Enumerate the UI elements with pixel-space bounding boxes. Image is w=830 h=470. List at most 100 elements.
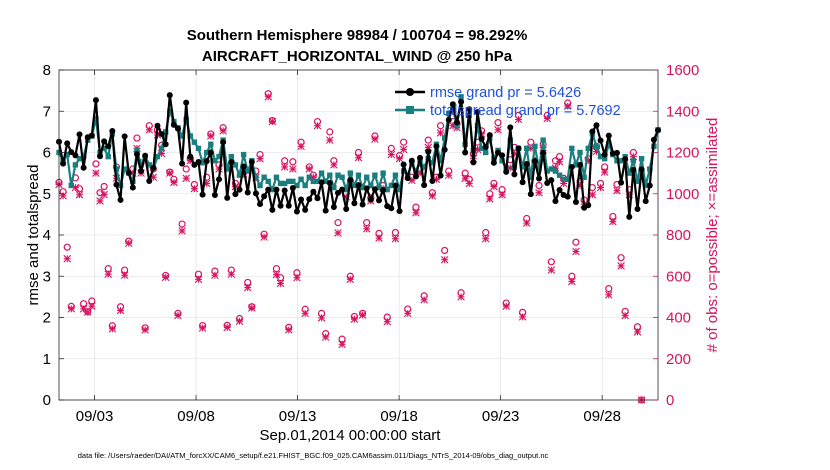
rmse-point xyxy=(318,179,325,186)
rmse-point xyxy=(150,164,157,171)
rmse-point xyxy=(577,161,584,168)
rmse-point xyxy=(622,156,629,163)
totalspread-point xyxy=(569,145,575,152)
totalspread-point xyxy=(138,162,144,168)
totalspread-point xyxy=(384,186,390,193)
obs-assimilated-point xyxy=(256,154,264,163)
rmse-point xyxy=(314,195,321,202)
totalspread-point xyxy=(458,94,464,100)
totalspread-point xyxy=(446,110,452,117)
rmse-point xyxy=(170,121,177,128)
totalspread-point xyxy=(68,182,75,189)
obs-assimilated-point xyxy=(120,271,129,280)
totalspread-point xyxy=(199,160,206,166)
totalspread-point xyxy=(212,158,218,164)
rmse-point xyxy=(195,158,202,165)
obs-assimilated-point xyxy=(75,190,84,199)
obs-possible-point xyxy=(572,238,580,246)
totalspread-point xyxy=(388,182,395,189)
obs-assimilated-point xyxy=(227,270,236,278)
rmse-point xyxy=(105,143,112,150)
obs-assimilated-point xyxy=(621,311,629,320)
rmse-point xyxy=(593,122,600,129)
totalspread-point xyxy=(105,153,111,160)
rmse-point xyxy=(478,135,485,142)
x-tick-label: 09/08 xyxy=(177,408,215,425)
obs-assimilated-point xyxy=(346,275,355,284)
rmse-point xyxy=(376,197,383,204)
rmse-point xyxy=(429,177,436,184)
x-axis: 09/03 09/08 09/13 09/18 09/23 09/28 xyxy=(76,70,621,425)
y-left-tick-label: 2 xyxy=(43,310,51,327)
rmse-point xyxy=(367,196,374,203)
rmse-point xyxy=(224,194,231,201)
totalspread-point xyxy=(298,176,304,183)
rmse-point xyxy=(117,196,124,203)
rmse-point xyxy=(158,130,165,137)
rmse-point xyxy=(211,191,218,198)
totalspread-point xyxy=(478,145,485,152)
totalspread-point xyxy=(556,172,563,178)
rmse-point xyxy=(252,190,259,197)
rmse-point xyxy=(470,159,477,166)
totalspread-point xyxy=(507,137,514,143)
totalspread-point xyxy=(327,172,333,178)
obs-possible-point xyxy=(63,243,71,251)
rmse-point xyxy=(466,106,473,113)
y-right-tick-label: 1400 xyxy=(666,103,699,120)
obs-possible-point xyxy=(424,136,432,144)
obs-assimilated-point xyxy=(572,247,580,256)
obs-assimilated-point xyxy=(334,229,342,237)
obs-assimilated-point xyxy=(289,165,297,173)
rmse-point xyxy=(355,182,362,189)
obs-possible-point xyxy=(133,134,141,142)
totalspread-point xyxy=(573,162,579,168)
rmse-point xyxy=(154,122,161,129)
rmse-point xyxy=(216,176,223,183)
rmse-point xyxy=(101,138,108,145)
rmse-point xyxy=(482,144,489,151)
obs-assimilated-point xyxy=(387,150,396,159)
totalspread-point xyxy=(614,158,620,164)
rmse-point xyxy=(548,177,555,184)
rmse-point xyxy=(326,180,333,187)
obs-assimilated-point xyxy=(108,325,117,333)
rmse-point xyxy=(330,203,337,210)
rmse-point xyxy=(162,141,169,148)
legend-marker-spread xyxy=(406,106,414,114)
totalspread-point xyxy=(647,166,653,172)
rmse-point xyxy=(236,186,243,193)
x-tick-label: 09/13 xyxy=(279,408,317,425)
obs-assimilated-point xyxy=(563,102,572,110)
rmse-point xyxy=(179,160,186,167)
obs-assimilated-point xyxy=(182,174,190,183)
totalspread-point xyxy=(154,153,161,160)
obs-assimilated-point xyxy=(280,163,289,171)
legend-label-rmse: rmse grand pr = 5.6426 xyxy=(430,85,581,101)
rmse-point xyxy=(613,149,620,156)
x-tick-label: 09/18 xyxy=(380,408,418,425)
rmse-point xyxy=(449,101,456,108)
totalspread-point xyxy=(187,133,193,139)
rmse-point xyxy=(458,98,465,105)
rmse-point xyxy=(396,208,403,215)
rmse-point xyxy=(486,132,493,139)
rmse-point xyxy=(293,208,300,215)
totalspread-point xyxy=(499,158,505,164)
totalspread-point xyxy=(146,162,152,168)
totalspread-point xyxy=(606,141,612,147)
totalspread-point xyxy=(347,170,353,176)
totalspread-point xyxy=(72,162,79,168)
obs-assimilated-point xyxy=(219,127,227,135)
rmse-point xyxy=(302,206,309,213)
rmse-point xyxy=(265,186,272,193)
legend: rmse grand pr = 5.6426 totalspread grand… xyxy=(395,85,621,119)
y-left-tick-label: 5 xyxy=(43,186,51,203)
rmse-point xyxy=(97,153,104,160)
rmse-point xyxy=(404,175,411,182)
totalspread-point xyxy=(294,182,300,189)
obs-assimilated-point xyxy=(633,328,642,336)
rmse-point xyxy=(388,205,395,212)
obs-possible-point xyxy=(100,182,108,191)
totalspread-point xyxy=(208,141,214,147)
